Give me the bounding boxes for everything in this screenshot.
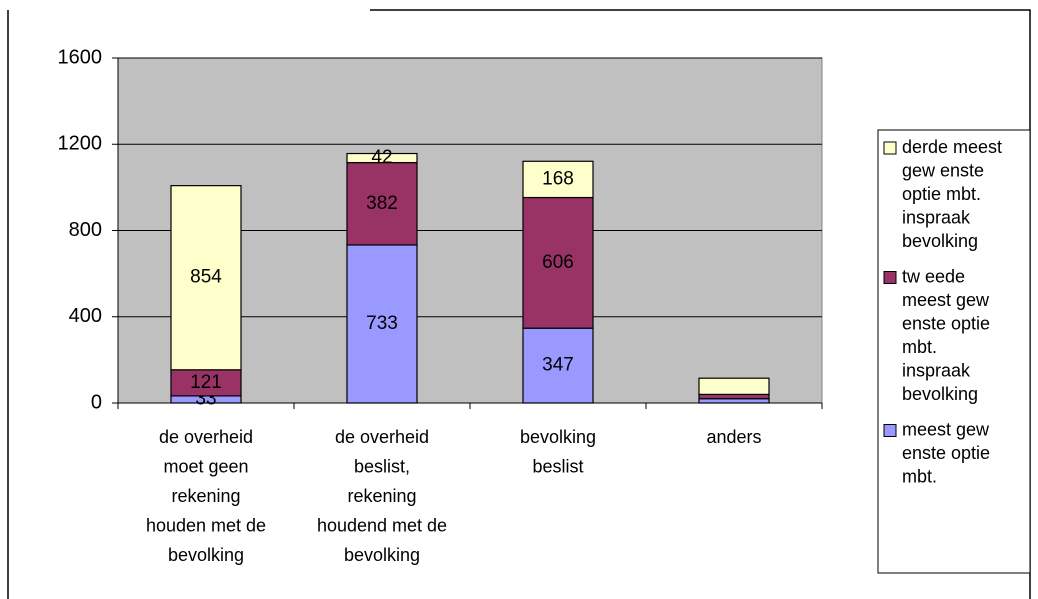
data-label: 168 bbox=[542, 168, 574, 189]
legend-label: derde meest gew enste optie mbt. inspraak be… bbox=[902, 137, 1002, 251]
legend-label: meest gew enste optie mbt. bbox=[902, 419, 990, 486]
y-tick-label: 1200 bbox=[58, 133, 103, 155]
bar-segment bbox=[698, 377, 770, 395]
data-label: 121 bbox=[190, 372, 222, 393]
legend-box bbox=[877, 129, 1031, 574]
bar-segment bbox=[698, 393, 770, 400]
x-tick-label: anders bbox=[706, 427, 761, 447]
data-label: 382 bbox=[366, 193, 398, 214]
y-tick-label: 1600 bbox=[58, 46, 103, 68]
bar-segment bbox=[522, 160, 594, 199]
bar-segment bbox=[346, 161, 418, 246]
data-label: 606 bbox=[542, 252, 574, 273]
data-label: 347 bbox=[542, 355, 574, 376]
data-label: 733 bbox=[366, 313, 398, 334]
legend-swatch bbox=[883, 271, 897, 284]
x-tick-label: de overheid beslist, rekening houdend met d… bbox=[317, 427, 447, 565]
bar-segment bbox=[346, 244, 418, 404]
bar-segment bbox=[522, 196, 594, 329]
legend-label: tw eede meest gew enste optie mbt. inspraak b… bbox=[902, 266, 990, 404]
legend-swatch bbox=[883, 424, 897, 437]
x-tick-label: de overheid moet geen rekening houden met d… bbox=[146, 427, 266, 565]
y-tick-label: 800 bbox=[69, 219, 102, 241]
bar-segment bbox=[698, 398, 770, 404]
y-tick-label: 0 bbox=[91, 391, 102, 413]
legend: derde meest gew enste optie mbt. inspraak be… bbox=[883, 137, 1002, 486]
bar-segment bbox=[346, 152, 418, 164]
y-tick-label: 400 bbox=[69, 305, 102, 327]
x-tick-label: bevolking beslist bbox=[520, 427, 596, 477]
data-label: 854 bbox=[190, 267, 222, 288]
bar-segment bbox=[170, 185, 242, 371]
bar-segment bbox=[522, 327, 594, 404]
legend-swatch bbox=[883, 141, 897, 155]
data-label: 42 bbox=[371, 147, 392, 168]
